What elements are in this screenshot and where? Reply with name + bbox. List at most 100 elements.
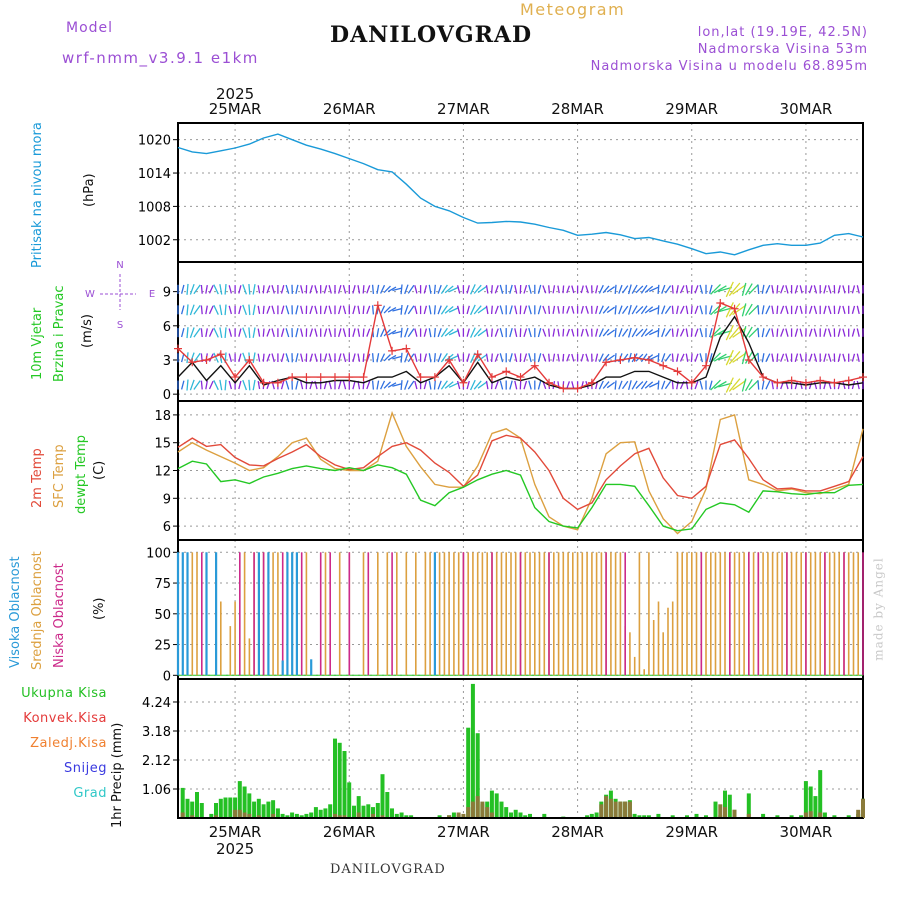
wind-arrow	[314, 353, 318, 362]
compass-cross	[100, 274, 136, 310]
wind-arrow	[407, 328, 415, 338]
wind-arrow	[776, 328, 779, 337]
compass-S: S	[117, 320, 123, 331]
wind-arrow	[238, 305, 242, 315]
wind-arrow	[528, 328, 532, 338]
dewpt-ylabel: dewpt Temp	[74, 434, 89, 514]
wind-arrow	[285, 353, 290, 363]
wind-arrow	[266, 305, 271, 314]
wind-arrow	[771, 305, 774, 315]
wind-arrow	[490, 305, 493, 315]
temp-unit: (C)	[92, 460, 107, 480]
wind-arrow	[366, 328, 371, 337]
gust-marker	[288, 373, 297, 382]
wind-arrow	[679, 305, 685, 314]
panel-pressure: 1002 1008 1014 1020	[138, 122, 864, 263]
wind-arrow	[423, 380, 428, 390]
gust-marker	[859, 373, 867, 382]
wind-arrow	[671, 305, 674, 315]
wind-arrow	[392, 330, 402, 335]
wind-arrow	[407, 380, 415, 390]
top-day-label: 25MAR	[209, 100, 262, 118]
wind-arrow	[537, 328, 542, 338]
wind-arrow	[649, 355, 659, 361]
wind-arrow	[657, 284, 660, 294]
precip-total-bar	[371, 807, 375, 818]
precip-conv-bar	[371, 813, 375, 818]
wind-arrow	[748, 379, 759, 391]
cloud-unit: (%)	[92, 597, 107, 621]
wind-arrow	[679, 353, 685, 362]
wind-arrow	[671, 328, 674, 337]
legend-conv-rain: Konvek.Kisa	[23, 711, 107, 726]
wind-arrow	[523, 305, 528, 315]
temp2m-ylabel: 2m Temp	[30, 448, 45, 508]
precip-total-bar	[304, 813, 309, 818]
wind-arrow	[657, 305, 660, 315]
wind-arrow	[387, 329, 397, 336]
wind-arrow	[262, 328, 265, 337]
gust-marker	[602, 358, 611, 367]
gust-marker	[388, 346, 397, 355]
wind-arrow	[542, 285, 547, 294]
precip-total-bar	[223, 797, 228, 818]
precip-total-bar	[518, 812, 523, 818]
wind-arrow	[499, 353, 504, 363]
wind-arrow	[808, 305, 813, 314]
wind-arrow	[342, 305, 347, 315]
wind-arrow	[542, 328, 547, 337]
wind-arrow	[213, 304, 219, 315]
gust-marker	[316, 373, 325, 382]
wind-arrow	[242, 304, 248, 316]
wind-arrow	[785, 328, 789, 337]
wind-arrow	[380, 380, 386, 390]
wind-arrow	[470, 304, 476, 316]
precip-conv-bar	[475, 796, 480, 818]
wind-arrow	[414, 285, 418, 294]
wind-arrow	[679, 285, 685, 294]
top-day-label: 27MAR	[437, 100, 490, 118]
wind-arrow	[219, 379, 223, 391]
wind-arrow	[602, 353, 610, 362]
wind-arrow	[456, 285, 461, 294]
wind-arrow	[271, 353, 275, 363]
precip-total-bar	[390, 808, 394, 818]
ytick-label-pressure: 1008	[138, 200, 171, 215]
wind-arrow	[400, 284, 403, 295]
wind-arrow	[362, 328, 365, 337]
wind-arrow	[685, 305, 689, 315]
wind-arrow	[813, 305, 818, 315]
wind-arrow	[725, 302, 734, 318]
wind-arrow	[470, 327, 476, 338]
wind-arrow	[644, 285, 654, 293]
precip-total-bar	[642, 815, 647, 818]
wind-arrow	[771, 353, 774, 362]
precip-conv-bar	[856, 809, 861, 818]
wind-arrow	[295, 328, 299, 338]
wind-arrow	[219, 327, 223, 338]
precip-total-bar	[646, 815, 651, 818]
precip-total-bar	[333, 738, 337, 818]
bottom-year-label: 2025	[216, 840, 254, 858]
wind-arrow	[295, 305, 299, 315]
temp-2m-line	[177, 434, 864, 511]
wind-arrow	[794, 353, 799, 362]
gust-marker	[302, 373, 311, 382]
wind-arrow	[252, 327, 256, 338]
wind-arrow	[685, 285, 689, 294]
gust-marker	[787, 376, 796, 385]
wind-arrow	[761, 305, 765, 315]
wind-arrow	[200, 305, 203, 315]
precip-total-bar	[180, 787, 185, 818]
wind-arrow	[352, 305, 356, 315]
wind-arrow	[285, 380, 290, 390]
wind-arrow	[621, 285, 629, 294]
precip-total-bar	[404, 815, 409, 818]
wind-arrow	[708, 380, 713, 390]
wind-arrow	[640, 328, 648, 338]
wind-arrow	[710, 283, 721, 295]
wind-arrow	[437, 328, 442, 338]
wind-arrow	[661, 284, 666, 294]
wind-arrow	[644, 329, 654, 337]
ytick-label-pressure: 1014	[138, 167, 171, 182]
